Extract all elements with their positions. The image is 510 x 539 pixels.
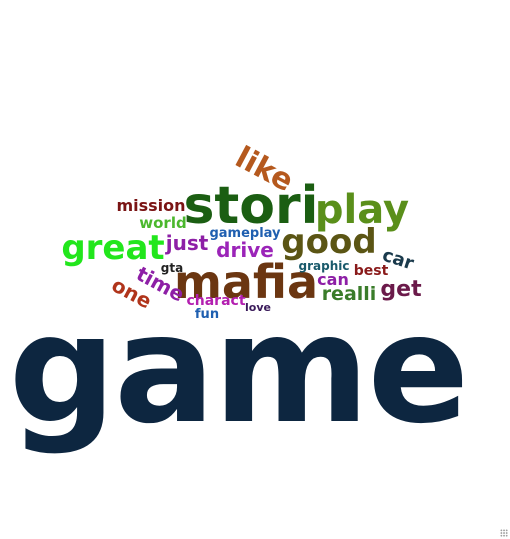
word-gta: gta (160, 261, 184, 275)
resize-grip-icon[interactable] (500, 529, 508, 537)
word-world: world (139, 213, 187, 232)
word-can: can (317, 270, 349, 289)
word-realli: realli (321, 282, 377, 305)
word-stori: stori (183, 176, 319, 236)
word-mafia: mafia (173, 255, 319, 309)
word-just: just (165, 231, 209, 255)
word-good: good (281, 222, 377, 262)
word-mission: mission (116, 196, 186, 215)
word-fun: fun (194, 306, 220, 322)
word-charact: charact (186, 293, 246, 309)
word-graphic: graphic (298, 259, 350, 273)
word-love: love (245, 300, 271, 314)
word-gameplay: gameplay (209, 225, 281, 241)
word-best: best (353, 263, 389, 279)
word-drive: drive (216, 238, 274, 262)
word-great: great (61, 228, 165, 268)
word-play: play (314, 187, 410, 233)
word-get: get (380, 277, 422, 302)
word-game: game (8, 283, 470, 457)
